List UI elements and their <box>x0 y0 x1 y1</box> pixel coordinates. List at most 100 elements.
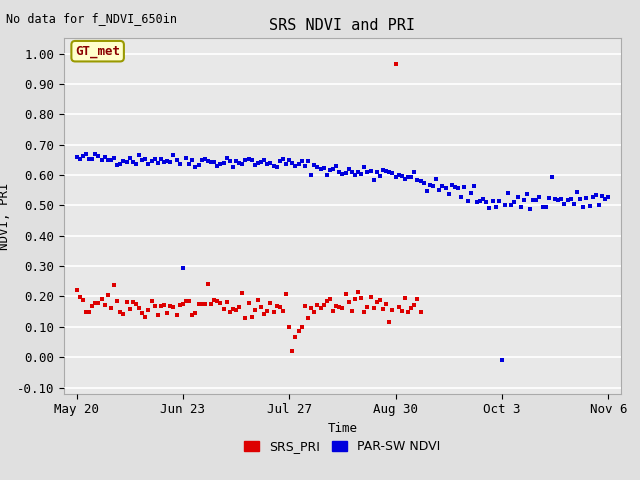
Point <box>102 156 113 164</box>
Point <box>178 300 188 308</box>
Point <box>253 297 263 304</box>
Point <box>337 170 348 178</box>
Point <box>275 303 285 311</box>
Point <box>353 288 363 296</box>
Point <box>165 302 175 310</box>
Point <box>268 308 278 315</box>
Point <box>77 153 88 160</box>
Point <box>81 309 91 316</box>
Point <box>525 205 535 213</box>
Point <box>259 156 269 164</box>
Point <box>184 160 195 168</box>
Point <box>347 168 357 175</box>
Point <box>547 173 557 180</box>
Point <box>340 169 351 177</box>
Point <box>159 158 169 166</box>
Point <box>422 187 432 195</box>
Point <box>412 295 422 303</box>
Point <box>319 301 329 309</box>
Point <box>156 155 166 163</box>
Point <box>206 158 216 166</box>
Point <box>193 161 204 168</box>
Point <box>215 300 225 307</box>
Point <box>200 155 210 163</box>
Point <box>125 155 135 162</box>
Point <box>118 157 129 165</box>
Point <box>196 156 207 164</box>
Point <box>187 156 197 164</box>
Point <box>400 175 410 182</box>
Point <box>147 298 157 305</box>
Point <box>131 300 141 308</box>
Point <box>212 298 222 305</box>
Point <box>81 150 91 158</box>
Point <box>284 156 294 164</box>
Point <box>384 168 394 176</box>
Point <box>296 323 307 331</box>
Point <box>450 183 460 191</box>
Point <box>109 155 119 162</box>
Point <box>218 305 228 313</box>
Point <box>603 193 613 201</box>
Point <box>90 299 100 307</box>
Point <box>300 162 310 170</box>
Point <box>112 297 122 305</box>
Point <box>153 159 163 167</box>
Point <box>409 301 419 309</box>
Point <box>147 157 157 165</box>
Point <box>150 156 160 163</box>
Point <box>440 184 451 192</box>
Point <box>237 289 248 297</box>
Point <box>309 161 319 168</box>
Point <box>231 306 241 314</box>
Point <box>372 168 382 176</box>
Point <box>196 300 207 308</box>
Legend: SRS_PRI, PAR-SW NDVI: SRS_PRI, PAR-SW NDVI <box>239 435 445 458</box>
Point <box>397 172 407 180</box>
Point <box>322 171 332 179</box>
Point <box>359 163 369 170</box>
Point <box>281 290 291 298</box>
Point <box>134 151 144 159</box>
Point <box>412 176 422 184</box>
Point <box>77 296 88 304</box>
Point <box>291 163 301 170</box>
Point <box>456 193 467 201</box>
Point <box>115 161 125 168</box>
Point <box>435 186 445 193</box>
Point <box>294 327 304 335</box>
Point <box>334 303 344 311</box>
Point <box>190 309 200 317</box>
Point <box>100 301 110 309</box>
Point <box>378 167 388 174</box>
Point <box>303 314 313 322</box>
Point <box>475 197 485 204</box>
Point <box>369 304 379 312</box>
Point <box>253 160 263 168</box>
Point <box>237 160 248 168</box>
Point <box>281 160 291 168</box>
Point <box>153 312 163 319</box>
Point <box>447 181 457 189</box>
Point <box>115 308 125 316</box>
Point <box>465 189 476 196</box>
Point <box>528 196 538 204</box>
Point <box>406 304 417 312</box>
Point <box>234 303 244 311</box>
Point <box>206 300 216 308</box>
Point <box>266 299 276 307</box>
Point <box>522 191 532 198</box>
Point <box>369 176 379 183</box>
Point <box>600 195 611 203</box>
Point <box>184 297 195 304</box>
Point <box>419 180 429 187</box>
Point <box>246 313 257 321</box>
Point <box>500 202 510 209</box>
Point <box>156 302 166 310</box>
Point <box>328 165 338 173</box>
Point <box>87 302 97 310</box>
Point <box>175 160 185 168</box>
Point <box>303 157 313 165</box>
Point <box>390 173 401 181</box>
Point <box>490 204 500 211</box>
